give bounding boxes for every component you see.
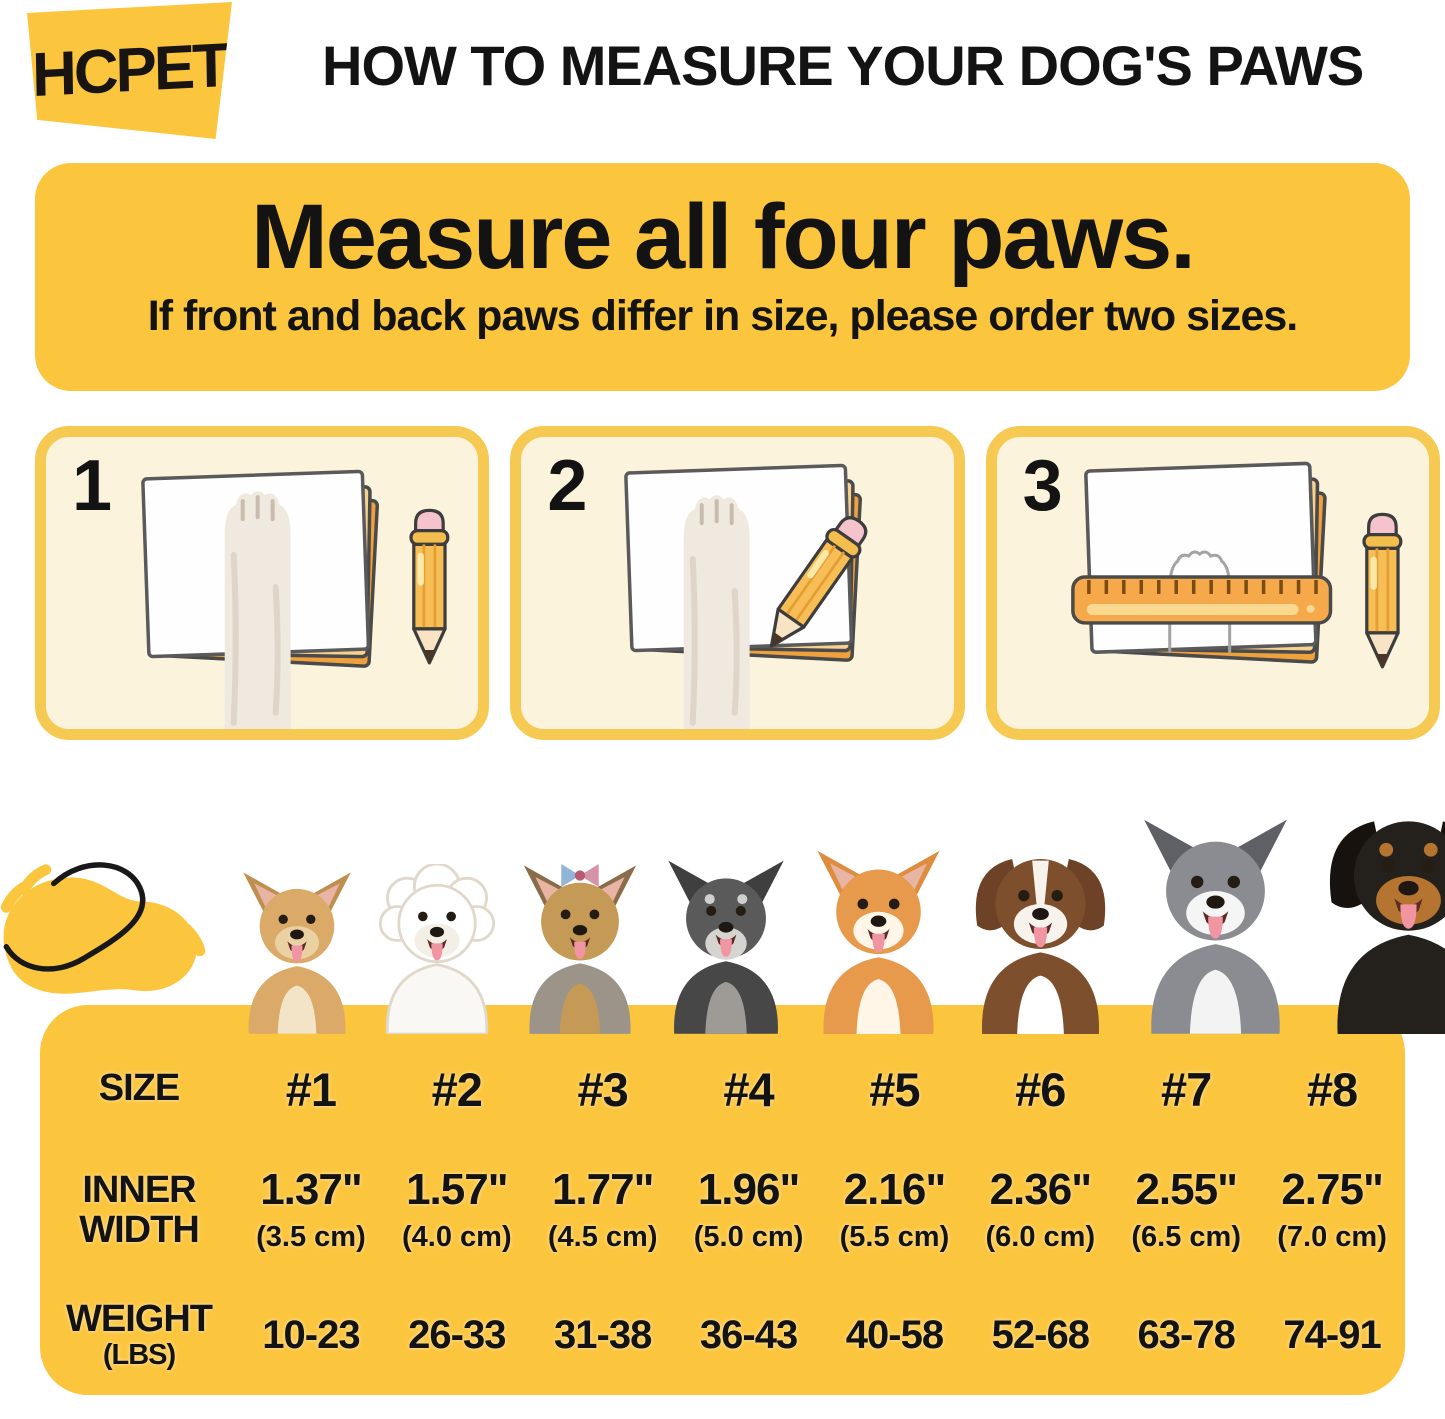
bichon-frise-photo	[378, 864, 496, 1034]
step3-measure-ruler-illustration	[1070, 461, 1403, 669]
size-row: SIZE #1 #2 #3 #4 #5 #6 #7 #8	[40, 1005, 1405, 1147]
weight-value: 31-38	[554, 1312, 652, 1357]
size-row-label: SIZE	[98, 1067, 180, 1110]
weight-value: 40-58	[845, 1312, 944, 1357]
inner-width-cell: 1.57" (4.0 cm)	[402, 1165, 512, 1254]
hcpet-logo: HCPET	[27, 2, 232, 139]
weight-value: 52-68	[991, 1312, 1090, 1357]
header: HCPET HOW TO MEASURE YOUR DOG'S PAWS	[0, 0, 1445, 155]
australian-shepherd-photo	[975, 859, 1106, 1034]
banner-subheading: If front and back paws differ in size, p…	[147, 291, 1298, 340]
weight-row-label: WEIGHT (LBS)	[66, 1297, 213, 1371]
dog-cell	[800, 846, 957, 1034]
measure-banner: Measure all four paws. If front and back…	[35, 163, 1410, 391]
inner-width-cell: 2.75" (7.0 cm)	[1277, 1165, 1387, 1254]
size-value: #8	[1306, 1062, 1358, 1116]
size-chart-table: SIZE #1 #2 #3 #4 #5 #6 #7 #8 INNER WIDTH…	[40, 1005, 1405, 1395]
dog-cell	[1307, 791, 1445, 1034]
weight-value: 26-33	[408, 1312, 506, 1357]
dogs-row	[228, 788, 1445, 1034]
step-card-3: 3	[985, 426, 1440, 740]
page-title: HOW TO MEASURE YOUR DOG'S PAWS	[322, 34, 1364, 97]
inner-width-row-label: INNER WIDTH	[79, 1169, 200, 1251]
dog-cell	[366, 864, 508, 1034]
dog-cell	[1124, 814, 1307, 1034]
size-value: #2	[431, 1062, 483, 1116]
inner-width-row: INNER WIDTH 1.37" (3.5 cm) 1.57" (4.0 cm) …	[40, 1147, 1405, 1275]
miniature-schnauzer-photo	[668, 860, 784, 1034]
step-number-2: 2	[547, 446, 588, 526]
chihuahua-photo	[243, 872, 351, 1034]
dog-cell	[652, 856, 800, 1034]
alaskan-malamute-photo	[1144, 819, 1287, 1034]
squiggle-decoration-icon	[0, 862, 206, 994]
size-value: #6	[1015, 1062, 1066, 1116]
weight-row: WEIGHT (LBS) 10-23 26-33 31-38 36-43 40-5…	[40, 1275, 1405, 1395]
banner-heading: Measure all four paws.	[251, 186, 1196, 288]
size-value: #5	[869, 1062, 920, 1116]
rottweiler-photo	[1329, 821, 1445, 1034]
size-value: #4	[723, 1062, 774, 1116]
dog-cell	[228, 868, 366, 1034]
step2-trace-paw-illustration	[624, 463, 868, 729]
inner-width-cell: 2.55" (6.5 cm)	[1131, 1165, 1241, 1254]
inner-width-cell: 1.37" (3.5 cm)	[256, 1165, 366, 1254]
step-card-2: 2	[510, 426, 965, 740]
step-number-1: 1	[72, 446, 113, 526]
inner-width-cell: 1.96" (5.0 cm)	[693, 1165, 804, 1254]
step-card-1: 1	[35, 426, 490, 740]
dog-cell	[957, 834, 1124, 1034]
step-number-3: 3	[1022, 446, 1063, 526]
inner-width-cell: 1.77" (4.5 cm)	[547, 1165, 658, 1254]
size-value: #7	[1161, 1062, 1212, 1116]
size-value: #3	[577, 1062, 629, 1116]
weight-value: 36-43	[699, 1312, 798, 1357]
yorkshire-terrier-photo	[523, 863, 637, 1034]
weight-value: 10-23	[262, 1312, 360, 1357]
steps-row: 1 2 3	[35, 426, 1440, 740]
weight-value: 74-91	[1283, 1312, 1381, 1357]
shiba-inu-photo	[817, 850, 940, 1034]
weight-value: 63-78	[1137, 1312, 1236, 1357]
inner-width-cell: 2.16" (5.5 cm)	[839, 1165, 950, 1254]
inner-width-cell: 2.36" (6.0 cm)	[985, 1165, 1096, 1254]
dog-cell	[508, 861, 652, 1034]
step1-paw-on-paper-illustration	[141, 469, 450, 729]
logo-text: HCPET	[31, 30, 228, 111]
size-value: #1	[285, 1062, 337, 1116]
